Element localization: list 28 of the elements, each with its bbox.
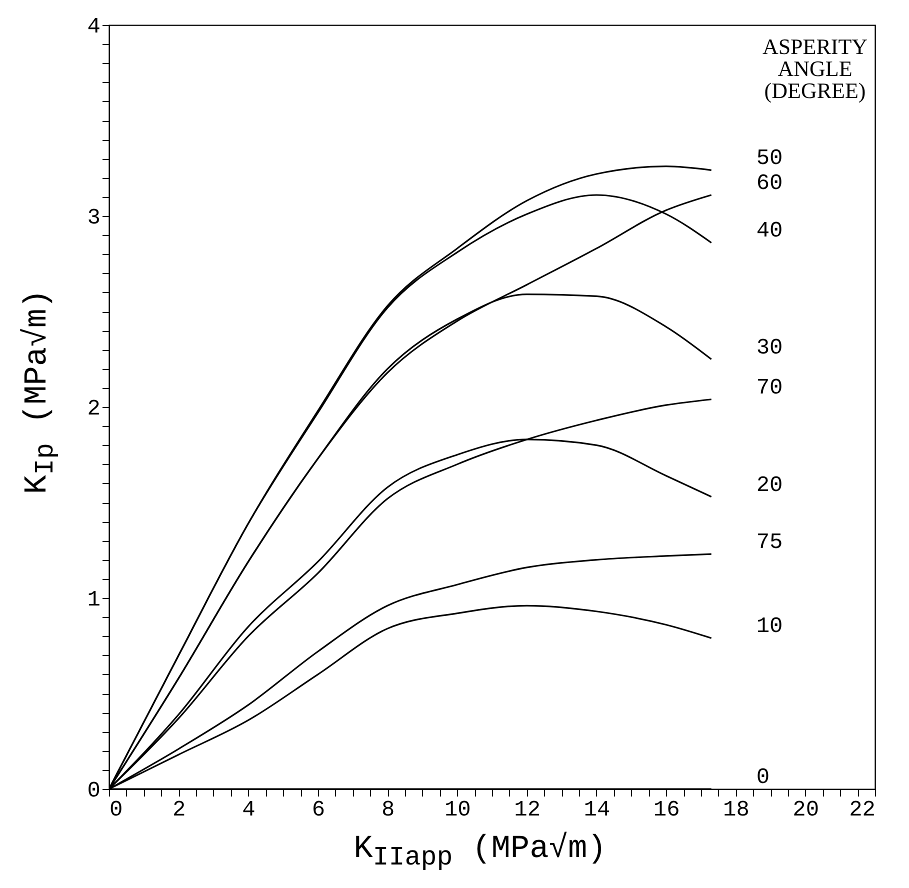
- text: 20: [756, 472, 783, 498]
- y-tick-label: 0: [87, 778, 100, 804]
- y-tick-label: 1: [87, 588, 100, 612]
- x-tick-label: 12: [514, 798, 541, 822]
- x-tick-label: 22: [849, 798, 876, 822]
- y-tick-label: 2: [87, 396, 100, 422]
- text: 0: [756, 765, 770, 790]
- x-tick-label: 6: [312, 798, 326, 822]
- x-tick-label: 10: [444, 798, 471, 822]
- x-tick-label: 8: [381, 798, 395, 822]
- text: 40: [756, 218, 783, 244]
- text: 60: [756, 170, 783, 196]
- text: 30: [756, 335, 783, 360]
- y-tick-label: 4: [87, 14, 100, 40]
- x-tick-label: 20: [792, 798, 820, 822]
- x-tick-label: 2: [172, 798, 186, 822]
- text: 70: [756, 375, 783, 400]
- text: 75: [756, 530, 783, 556]
- legend-title: ASPERITY ANGLE (DEGREE): [762, 34, 868, 103]
- x-tick-label: 14: [584, 798, 610, 822]
- text: 10: [756, 614, 783, 640]
- y-tick-label: 3: [87, 206, 100, 230]
- text: 50: [756, 146, 783, 172]
- x-tick-label: 18: [723, 798, 750, 822]
- x-axis-title: K$_{IIapp}$ (MPa√m): [352, 830, 608, 874]
- x-tick-label: 4: [242, 798, 256, 822]
- x-tick-label: 16: [653, 798, 680, 822]
- x-tick-label: 0: [110, 798, 123, 822]
